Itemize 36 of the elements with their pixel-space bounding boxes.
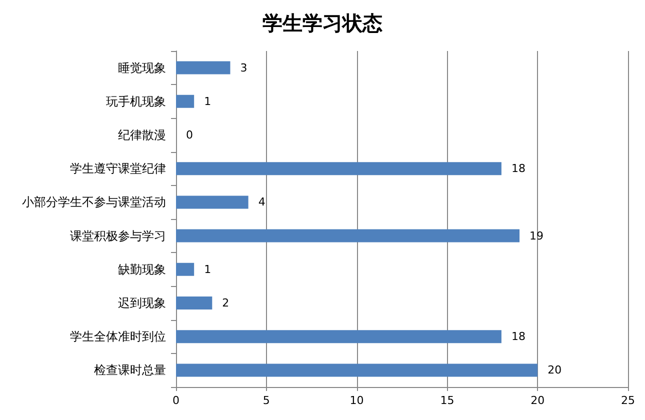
- y-tick-label: 学生遵守课堂纪律: [70, 162, 166, 176]
- y-tick-label: 课堂积极参与学习: [70, 228, 166, 243]
- bar: [176, 196, 248, 209]
- y-tick-label: 检查课时总量: [94, 363, 166, 378]
- x-tick-label: 0: [172, 394, 180, 407]
- data-label: 1: [204, 94, 212, 108]
- x-tick-label: 25: [621, 394, 635, 407]
- data-label: 0: [186, 128, 193, 142]
- x-tick-label: 5: [262, 394, 270, 407]
- data-label: 19: [530, 229, 544, 242]
- x-tick-label: 15: [440, 394, 454, 407]
- y-tick-label: 睡觉现象: [118, 60, 166, 75]
- bar: [176, 262, 194, 276]
- y-tick-label: 学生全体准时到位: [70, 330, 166, 344]
- data-label: 2: [222, 296, 230, 310]
- y-tick-label: 迟到现象: [118, 296, 166, 310]
- bar: [176, 330, 502, 344]
- data-label: 18: [511, 330, 526, 344]
- x-tick-label: 10: [350, 394, 364, 407]
- bar: [176, 61, 230, 74]
- y-tick-label: 小部分学生不参与课堂活动: [22, 195, 166, 210]
- x-tick-label: 20: [530, 394, 545, 407]
- bar: [176, 162, 502, 176]
- bar: [176, 94, 194, 108]
- bar: [176, 364, 538, 377]
- bar: [176, 296, 212, 310]
- data-label: 20: [548, 364, 562, 377]
- y-tick-label: 缺勤现象: [118, 262, 166, 276]
- data-label: 18: [511, 162, 526, 176]
- y-tick-label: 玩手机现象: [106, 94, 166, 108]
- chart-title: 学生学习状态: [262, 11, 382, 35]
- bar: [176, 229, 520, 242]
- y-tick-label: 纪律散漫: [118, 128, 166, 142]
- data-label: 3: [240, 61, 248, 74]
- data-label: 4: [258, 196, 266, 209]
- data-label: 1: [204, 262, 212, 276]
